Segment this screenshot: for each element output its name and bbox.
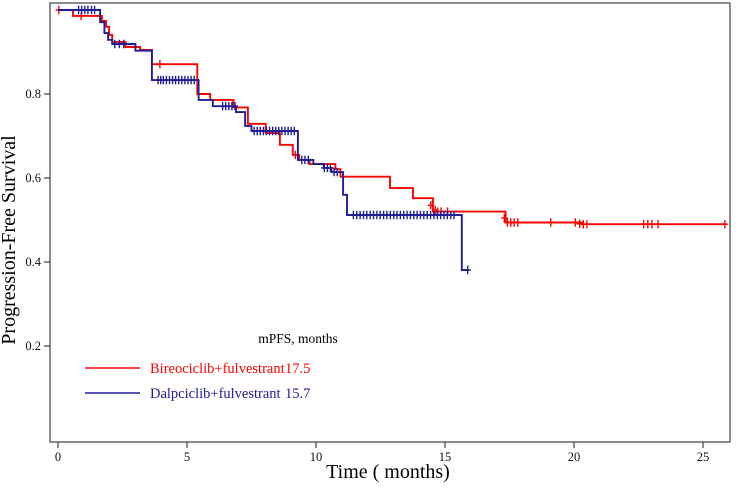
censor-marks-blue xyxy=(75,5,471,275)
censor-marks-red xyxy=(55,5,729,229)
plot-border xyxy=(49,2,731,443)
legend-header: mPFS, months xyxy=(258,331,338,346)
x-tick-label: 10 xyxy=(310,450,323,464)
y-tick-label: 0.6 xyxy=(25,171,41,185)
x-tick-label: 15 xyxy=(439,450,452,464)
survival-curves xyxy=(55,5,729,275)
legend-series-label: Bireociclib+fulvestrant xyxy=(150,361,285,377)
y-tick-label: 0.4 xyxy=(25,255,41,269)
x-tick-label: 0 xyxy=(55,450,61,464)
x-tick-label: 5 xyxy=(184,450,190,464)
y-tick-label: 0.2 xyxy=(25,339,41,353)
y-tick-label: 0.8 xyxy=(25,87,41,101)
survival-curve-blue xyxy=(58,9,469,271)
plot-frame xyxy=(49,2,731,443)
legend-median-value: 15.7 xyxy=(285,386,310,402)
x-tick-label: 25 xyxy=(697,450,710,464)
legend-series-label: Dalpciclib+fulvestrant xyxy=(150,386,281,402)
legend-median-value: 17.5 xyxy=(285,361,310,377)
axes-ticks: 0.2 0.4 0.6 0.8 0 5 10 15 20 25 xyxy=(25,87,709,464)
x-tick-label: 20 xyxy=(568,450,581,464)
survival-curve-red xyxy=(58,9,726,226)
x-axis-title: Time ( months) xyxy=(326,461,450,483)
y-axis-title: Progression-Free Survival xyxy=(0,135,20,345)
legend: Bireociclib+fulvestrant 17.5Dalpciclib+fu… xyxy=(85,361,310,402)
